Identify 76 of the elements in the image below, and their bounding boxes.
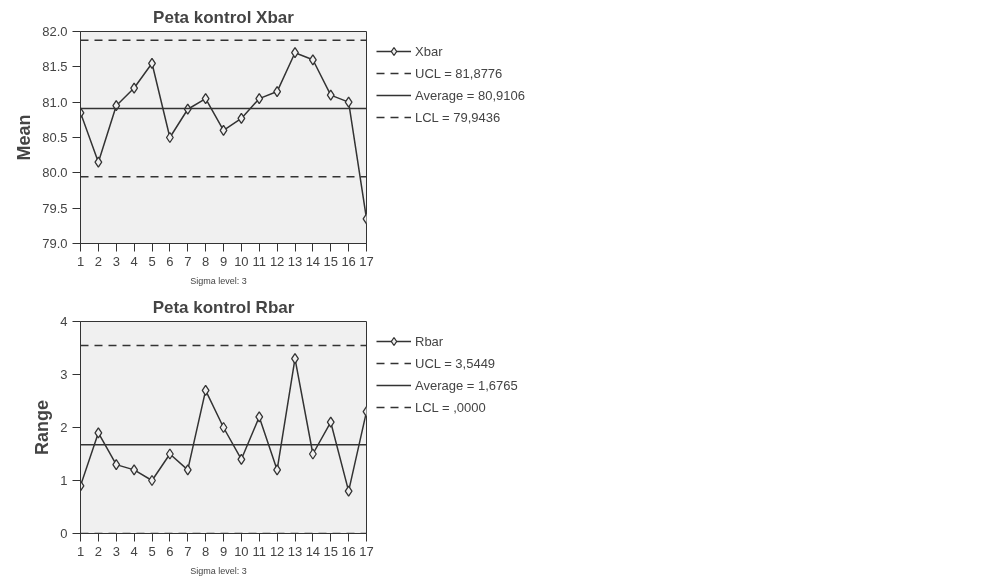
x-tick-label: 14 [305,253,321,269]
legend-label: Average = 80,9106 [415,87,525,103]
point [255,411,264,423]
y-tick-label: 79.0 [42,236,68,251]
y-tick-label: 80.0 [42,165,68,181]
legend-label: LCL = ,0000 [415,399,486,415]
x-tick-label: 12 [269,253,285,269]
x-tick-label: 10 [234,253,249,269]
x-tick-label: 5 [148,543,156,559]
y-tick-label: 3 [60,367,68,382]
point [326,89,335,101]
x-tick-label: 15 [323,543,338,559]
point [94,156,103,168]
x-tick-label: 9 [219,253,228,269]
x-tick-label: 7 [184,253,192,269]
y-tick-label: 4 [60,314,68,329]
legend-label: Average = 1,6765 [415,377,518,393]
point [308,448,317,460]
x-tick-label: 12 [269,543,285,559]
point [94,427,103,439]
x-tick-label: 9 [219,543,228,559]
chart-title: Peta kontrol Xbar [153,7,295,27]
x-tick-label: 16 [341,253,356,269]
x-tick-label: 2 [94,543,102,559]
x-tick-label: 11 [252,253,266,269]
legend-label: UCL = 3,5449 [415,355,496,371]
point [237,453,246,465]
y-tick-label: 82.0 [42,24,68,39]
y-tick-label: 1 [60,473,68,488]
x-tick-label: 11 [252,543,266,559]
y-tick-label: 2 [60,420,68,435]
point [130,464,139,476]
x-tick-label: 16 [341,543,356,559]
text: Sigma level: 3 [190,275,247,286]
point [344,96,353,108]
legend-label: Xbar [415,43,443,59]
y-axis-title: Range [32,399,53,456]
point [165,448,174,460]
point [112,100,121,112]
x-tick-label: 14 [305,543,321,559]
x-tick-label: 6 [166,253,174,269]
text: Sigma level: 3 [190,565,247,576]
x-tick-label: 1 [76,543,85,559]
x-tick-label: 10 [234,543,249,559]
chart-title: Peta kontrol Rbar [152,297,295,317]
point [326,416,335,428]
y-tick-label: 81.0 [42,94,68,110]
y-axis-title: Mean [14,114,35,161]
x-tick-label: 4 [130,543,138,559]
legend-label: LCL = 79,9436 [415,109,501,125]
x-tick-label: 1 [76,253,85,269]
x-tick-label: 3 [112,253,120,269]
point [273,464,282,476]
x-tick-label: 5 [148,253,156,269]
x-tick-label: 8 [202,543,210,559]
x-tick-label: 2 [94,253,102,269]
x-tick-label: 4 [130,253,138,269]
x-tick-label: 8 [202,253,210,269]
x-tick-label: 13 [287,253,303,269]
y-tick-label: 0 [60,526,68,541]
x-tick-label: 17 [359,253,374,269]
point [130,82,139,94]
y-tick-label: 80.5 [42,130,68,145]
x-tick-label: 15 [323,253,338,269]
legend-label: Rbar [415,333,444,349]
point [344,485,353,497]
x-tick-label: 7 [184,543,192,559]
x-tick-label: 3 [112,543,120,559]
y-tick-label: 79.5 [42,200,68,216]
x-tick-label: 6 [166,543,174,559]
point [183,464,192,476]
y-tick-label: 81.5 [42,59,68,75]
x-tick-label: 17 [359,543,374,559]
x-tick-label: 13 [287,543,303,559]
legend-label: UCL = 81,8776 [415,65,503,81]
point [308,54,317,66]
